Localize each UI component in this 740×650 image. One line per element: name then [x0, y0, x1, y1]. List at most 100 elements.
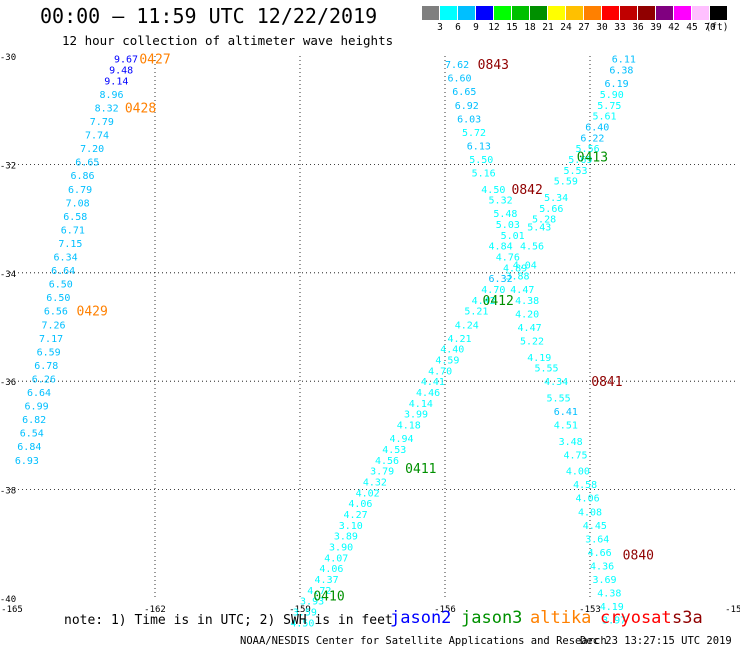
color-scale-unit: (ft)	[705, 22, 729, 33]
wave-height-point: 4.70	[481, 285, 505, 296]
wave-height-point: 4.27	[344, 510, 368, 521]
wave-height-point: 3.97	[602, 616, 626, 627]
wave-height-point: 6.26	[32, 374, 56, 385]
wave-height-point: 4.59	[435, 356, 459, 367]
wave-height-point: 5.69	[568, 155, 592, 166]
wave-height-point: 6.50	[46, 293, 70, 304]
wave-height-point: 4.45	[583, 521, 607, 532]
color-scale-tick: 36	[632, 22, 644, 33]
wave-height-point: 5.61	[592, 112, 616, 123]
color-swatch	[692, 6, 709, 20]
wave-height-point: 4.19	[527, 353, 551, 364]
color-scale-legend: 3 6 9 12 15 18 21 24 27 30 33 36 39 42 45 70 (ft)	[422, 6, 728, 34]
color-scale-tick: 21	[542, 22, 554, 33]
wave-height-point: 4.18	[397, 421, 421, 432]
wave-height-point: 3.93	[300, 597, 324, 608]
wave-height-point: 4.56	[520, 242, 544, 253]
pass-time-label: 0842	[512, 183, 543, 198]
chart-title: 00:00 – 11:59 UTC 12/22/2019	[40, 4, 378, 28]
wave-height-point: 6.99	[25, 402, 49, 413]
wave-height-point: 6.38	[609, 66, 633, 77]
wave-height-point: 3.48	[559, 437, 583, 448]
wave-height-point: 4.50	[481, 185, 505, 196]
wave-height-point: 4.02	[356, 488, 380, 499]
color-swatch	[710, 6, 727, 20]
wave-height-point: 5.32	[489, 196, 513, 207]
satellite-legend-jason3: jason3	[461, 608, 523, 628]
wave-height-point: 6.54	[20, 429, 44, 440]
y-tick-label: -40	[0, 595, 16, 605]
chart-subtitle: 12 hour collection of altimeter wave hei…	[62, 33, 394, 48]
wave-height-point: 5.56	[576, 144, 600, 155]
wave-height-point: 4.53	[382, 445, 406, 456]
pass-time-label: 0429	[77, 305, 108, 320]
wave-height-point: 6.78	[34, 361, 58, 372]
wave-height-point: 3.59	[293, 608, 317, 619]
x-tick-label: -165	[1, 605, 23, 615]
color-scale-tick: 70	[704, 22, 716, 33]
color-scale-tick: 42	[668, 22, 680, 33]
wave-height-point: 5.66	[539, 204, 563, 215]
wave-height-point: 9.67	[114, 55, 138, 66]
color-swatch	[458, 6, 475, 20]
wave-height-point: 7.17	[39, 334, 63, 345]
wave-height-point: 7.74	[85, 131, 109, 142]
color-scale-tick: 9	[473, 22, 479, 33]
wave-height-point: 4.40	[440, 345, 464, 356]
pass-time-label: 0412	[483, 294, 514, 309]
color-scale-tick: 30	[596, 22, 608, 33]
wave-height-point: 6.03	[457, 114, 481, 125]
color-swatch	[638, 6, 655, 20]
wave-height-point: 4.70	[428, 366, 452, 377]
pass-time-label: 0410	[313, 589, 344, 604]
wave-height-point: 6.71	[61, 225, 85, 236]
pass-time-label: 0427	[139, 53, 170, 68]
color-swatch	[584, 6, 601, 20]
wave-height-point: 4.41	[421, 377, 445, 388]
color-swatch	[602, 6, 619, 20]
color-swatch	[512, 6, 529, 20]
wave-height-point: 6.32	[489, 274, 513, 285]
wave-height-point: 4.06	[576, 494, 600, 505]
wave-height-point: 4.24	[455, 320, 479, 331]
wave-height-point: 6.84	[17, 442, 41, 453]
x-tick-label: -150	[725, 605, 740, 615]
wave-height-point: 3.90	[329, 543, 353, 554]
color-scale-tick: 33	[614, 22, 626, 33]
wave-height-point: 5.53	[563, 166, 587, 177]
wave-height-point: 6.79	[68, 185, 92, 196]
wave-height-point: 3.99	[404, 410, 428, 421]
wave-height-point: 4.36	[590, 561, 614, 572]
color-scale-tick: 24	[560, 22, 572, 33]
wave-height-point: 6.19	[605, 79, 629, 90]
wave-height-point: 4.84	[489, 242, 513, 253]
color-scale-tick: 39	[650, 22, 662, 33]
wave-height-point: 4.75	[563, 450, 587, 461]
wave-height-point: 4.14	[409, 399, 433, 410]
wave-height-point: 5.75	[597, 101, 621, 112]
wave-height-point: 4.06	[319, 564, 343, 575]
wave-height-point: 9.48	[109, 66, 133, 77]
wave-height-point: 5.55	[547, 393, 571, 404]
wave-height-point: 5.55	[534, 364, 558, 375]
wave-height-point: 4.20	[515, 309, 539, 320]
wave-height-point: 6.92	[455, 101, 479, 112]
footer-note: note: 1) Time is in UTC; 2) SWH is in fe…	[64, 613, 393, 628]
wave-height-point: 5.43	[527, 223, 551, 234]
color-swatch	[476, 6, 493, 20]
wave-height-point: 4.94	[389, 434, 413, 445]
pass-time-label: 0413	[577, 150, 608, 165]
satellite-legend-s3a: s3a	[672, 608, 703, 628]
y-tick-label: -36	[0, 378, 16, 388]
wave-height-point: 4.38	[515, 296, 539, 307]
wave-height-point: 3.89	[334, 532, 358, 543]
wave-height-point: 4.89	[503, 263, 527, 274]
wave-height-point: 7.20	[80, 144, 104, 155]
wave-height-point: 5.34	[544, 193, 568, 204]
wave-height-point: 4.50	[290, 618, 314, 629]
x-tick-label: -153	[579, 605, 601, 615]
wave-height-point: 6.64	[27, 388, 51, 399]
wave-height-point: 6.11	[612, 55, 636, 66]
wave-height-point: 6.40	[585, 122, 609, 133]
